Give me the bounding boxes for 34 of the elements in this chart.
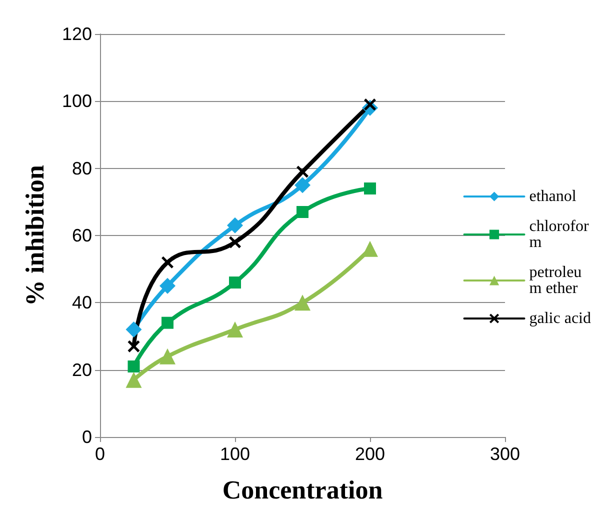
point [126, 322, 142, 338]
point [294, 177, 310, 194]
legend-label: ethanol [529, 188, 577, 205]
point [296, 206, 308, 218]
y-tick-label: 120 [62, 24, 92, 44]
y-tick-label: 20 [72, 360, 92, 380]
point [227, 322, 243, 338]
x-tick-label: 200 [354, 444, 386, 464]
y-tick-label: 100 [62, 91, 92, 112]
y-tick-label: 40 [72, 292, 92, 313]
x-tick-label: 300 [490, 444, 520, 464]
x-tick-label: 0 [94, 444, 106, 464]
point [227, 217, 243, 234]
point [160, 348, 176, 364]
x-axis-title: Concentration [222, 476, 384, 504]
point [128, 340, 140, 352]
point [229, 276, 241, 289]
point [160, 278, 176, 294]
x-tick-label: 100 [220, 444, 250, 464]
point [294, 294, 310, 311]
legend-label: petroleum ether [529, 264, 582, 297]
y-tick-label: 60 [72, 226, 92, 246]
point [162, 256, 174, 268]
y-tick-label: 80 [72, 158, 92, 178]
legend-label: galic acid [529, 310, 592, 327]
point [162, 316, 174, 329]
y-tick-label: 0 [82, 427, 92, 447]
point [128, 360, 140, 372]
point [296, 166, 308, 178]
point [364, 182, 376, 194]
point [229, 236, 241, 248]
legend-label: chloroform [529, 218, 590, 251]
point [126, 372, 142, 388]
y-axis-title: % inhibition [20, 164, 50, 306]
